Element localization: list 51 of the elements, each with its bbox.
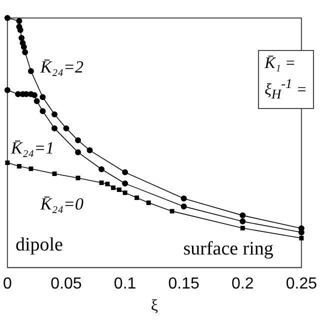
x-tick-label: 0.2 <box>232 276 254 293</box>
point <box>105 182 110 186</box>
x-tick-label: 0.15 <box>168 276 200 293</box>
x-tick-label: 0 <box>2 276 12 293</box>
point <box>20 44 27 50</box>
point <box>122 169 128 176</box>
point <box>86 147 93 154</box>
point <box>98 166 105 172</box>
point <box>180 203 187 210</box>
point <box>40 108 46 114</box>
point <box>240 226 245 230</box>
point <box>63 125 70 132</box>
point <box>28 166 34 171</box>
annotation: surface ring <box>183 238 274 260</box>
annotation: K̄₁ = <box>264 54 297 74</box>
series-label: K̄₂₄=1 <box>10 138 54 158</box>
point <box>5 160 10 166</box>
point <box>111 185 116 190</box>
point <box>75 149 82 156</box>
point <box>146 200 151 205</box>
point <box>18 34 25 41</box>
x-axis-title: ξ <box>150 298 158 315</box>
point <box>4 87 10 94</box>
point <box>240 212 246 218</box>
point <box>52 172 57 176</box>
point <box>180 195 187 202</box>
point <box>4 15 10 21</box>
x-tick-label: 0.1 <box>114 276 136 293</box>
annotation: ξ$_{H}$$^{-1}$ = <box>264 75 307 104</box>
point <box>99 180 104 185</box>
point <box>75 137 82 144</box>
point <box>116 187 122 192</box>
point <box>40 94 46 100</box>
point <box>22 49 28 56</box>
point <box>299 236 304 240</box>
point <box>51 111 58 118</box>
point <box>51 125 58 132</box>
point <box>28 68 34 74</box>
point <box>34 98 40 104</box>
point <box>122 190 128 195</box>
series-label: K̄₂₄=0 <box>39 194 84 214</box>
point <box>122 180 128 186</box>
point <box>134 195 140 200</box>
point <box>170 208 174 214</box>
annotation: dipole <box>15 234 63 256</box>
point <box>16 164 22 168</box>
x-tick-label: 0.05 <box>50 276 82 293</box>
point <box>16 18 22 24</box>
point <box>240 218 246 224</box>
x-tick-label: 0.25 <box>286 276 318 293</box>
series-label: K̄₂₄=2 <box>39 57 84 76</box>
